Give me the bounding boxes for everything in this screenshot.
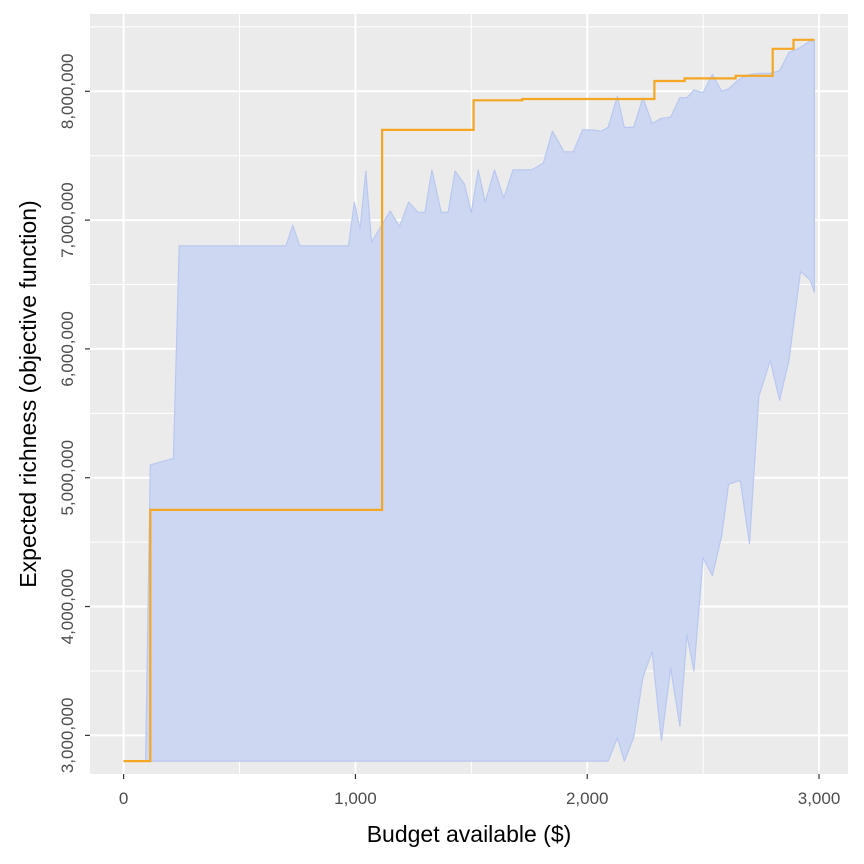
y-tick-label: 3,000,000: [58, 698, 77, 774]
y-tick-label: 6,000,000: [58, 311, 77, 387]
line-layer: [123, 38, 815, 763]
y-tick-label: 7,000,000: [58, 182, 77, 258]
series-line-0: [123, 38, 815, 763]
ribbon-area: [122, 40, 816, 762]
ribbon-layer: [122, 40, 816, 762]
y-tick-label: 4,000,000: [58, 569, 77, 645]
x-tick-label: 0: [119, 789, 128, 808]
y-tick-label: 8,000,000: [58, 53, 77, 129]
y-axis-ticks: 3,000,000 4,000,000 5,000,000 6,000,000 7,00…: [58, 53, 90, 773]
x-tick-label: 2,000: [566, 789, 609, 808]
y-axis-title: Expected richness (objective function): [15, 200, 41, 587]
x-axis-title: Budget available ($): [367, 821, 572, 847]
x-tick-label: 3,000: [798, 789, 841, 808]
x-axis-ticks: 0 1,000 2,000 3,000: [119, 774, 840, 808]
x-tick-label: 1,000: [334, 789, 377, 808]
y-tick-label: 5,000,000: [58, 440, 77, 516]
